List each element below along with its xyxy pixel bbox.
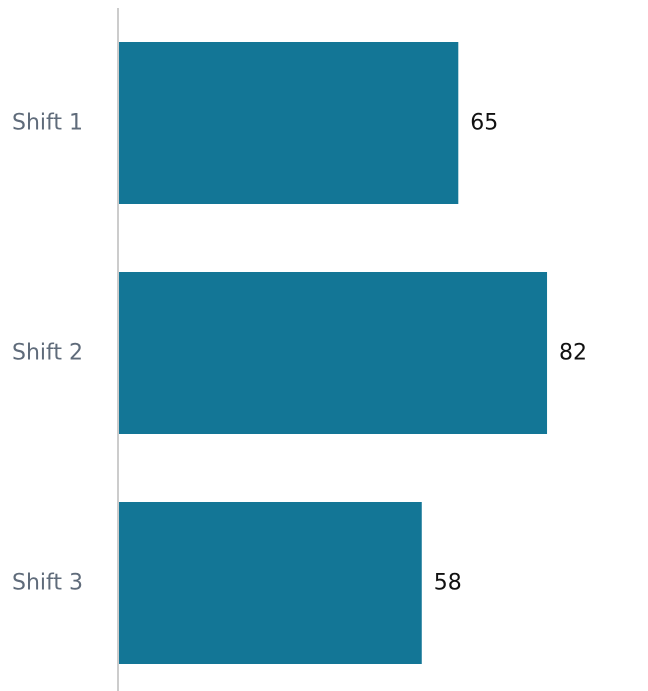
value-label-3: 58 [434,571,462,596]
value-label-2: 82 [559,341,587,366]
bar-2 [119,272,548,434]
chart-marks: Shift 1 65 Shift 2 82 Shift 3 58 [12,42,587,664]
category-label-1: Shift 1 [12,111,83,136]
bar-1 [119,42,459,204]
value-label-1: 65 [470,111,498,136]
category-label-2: Shift 2 [12,341,83,366]
bar-3 [119,502,422,664]
category-label-3: Shift 3 [12,571,83,596]
